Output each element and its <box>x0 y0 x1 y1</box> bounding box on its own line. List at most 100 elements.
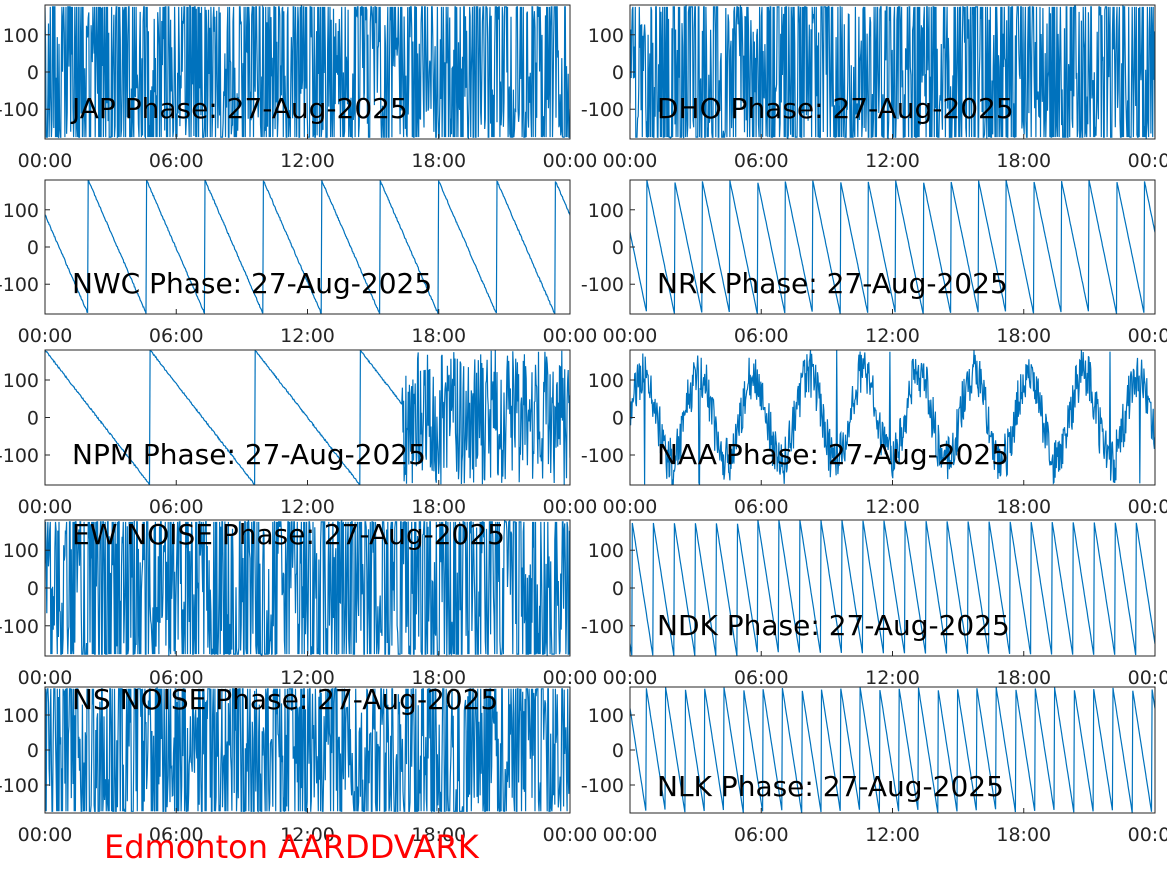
phase-panel-nwc: -100 0 100 00:00 06:00 12:00 18:00 00:00 NWC Pha… <box>0 179 598 347</box>
x-tick-label: 12:00 <box>865 824 920 846</box>
y-tick-label: 0 <box>612 578 624 600</box>
y-tick-label: 100 <box>588 540 624 562</box>
y-tick-label: 100 <box>588 200 624 222</box>
panel-title: NRK Phase: 27-Aug-2025 <box>657 267 1008 300</box>
x-tick-label: 00:00 <box>18 150 73 172</box>
x-tick-label: 12:00 <box>280 150 335 172</box>
y-tick-label: 100 <box>3 370 39 392</box>
panel-title: NS NOISE Phase: 27-Aug-2025 <box>72 683 498 716</box>
phase-series-line <box>630 520 1155 656</box>
phase-series-line <box>630 687 1155 813</box>
x-tick-label: 00:00 <box>603 824 658 846</box>
station-label: Edmonton AARDDVARK <box>104 828 479 866</box>
x-tick-label: 00:00 <box>603 150 658 172</box>
phase-panel-nlk: -100 0 100 00:00 06:00 12:00 18:00 00:00 NLK Pha… <box>581 686 1167 846</box>
panel-title: JAP Phase: 27-Aug-2025 <box>70 92 408 125</box>
x-tick-label: 12:00 <box>280 667 335 689</box>
y-tick-label: 0 <box>612 62 624 84</box>
x-tick-label: 06:00 <box>149 496 204 518</box>
x-tick-label: 06:00 <box>734 496 789 518</box>
phase-series-line <box>45 5 570 139</box>
y-tick-label: -100 <box>581 775 624 797</box>
x-tick-label: 12:00 <box>280 824 335 846</box>
panel-title: NWC Phase: 27-Aug-2025 <box>72 267 432 300</box>
x-tick-label: 18:00 <box>411 667 466 689</box>
y-tick-label: -100 <box>0 775 39 797</box>
y-tick-label: 0 <box>27 62 39 84</box>
y-tick-label: 0 <box>27 740 39 762</box>
y-tick-label: 100 <box>3 540 39 562</box>
phase-panel-ew: -100 0 100 00:00 06:00 12:00 18:00 00:00 EW NOIS… <box>0 518 597 689</box>
x-tick-label: 00:00 <box>603 496 658 518</box>
phase-panel-ndk: -100 0 100 00:00 06:00 12:00 18:00 00:00 NDK Pha… <box>581 519 1167 689</box>
y-tick-label: -100 <box>0 274 39 296</box>
x-tick-label: 00:00 <box>603 667 658 689</box>
x-tick-label: 00:00 <box>1128 496 1167 518</box>
x-tick-label: 18:00 <box>996 667 1051 689</box>
y-tick-label: 0 <box>27 578 39 600</box>
x-tick-label: 18:00 <box>996 824 1051 846</box>
phase-panel-naa: -100 0 100 00:00 06:00 12:00 18:00 00:00 NAA Pha… <box>581 349 1167 518</box>
panel-title: EW NOISE Phase: 27-Aug-2025 <box>72 518 505 551</box>
x-tick-label: 06:00 <box>149 150 204 172</box>
panel-title: NAA Phase: 27-Aug-2025 <box>657 438 1009 471</box>
x-tick-label: 00:00 <box>543 496 598 518</box>
x-tick-label: 00:00 <box>543 667 598 689</box>
y-tick-label: 100 <box>3 705 39 727</box>
y-tick-label: 100 <box>3 200 39 222</box>
x-tick-label: 12:00 <box>865 325 920 347</box>
phase-series-line <box>630 350 1155 485</box>
x-tick-label: 06:00 <box>149 667 204 689</box>
x-tick-label: 00:00 <box>18 667 73 689</box>
panel-title: DHO Phase: 27-Aug-2025 <box>657 92 1014 125</box>
x-tick-label: 12:00 <box>865 667 920 689</box>
x-tick-label: 12:00 <box>865 496 920 518</box>
phase-series-line <box>45 350 570 485</box>
x-tick-label: 00:00 <box>1128 325 1167 347</box>
panel-title: NDK Phase: 27-Aug-2025 <box>657 609 1010 642</box>
phase-series-line <box>45 180 570 314</box>
x-tick-label: 00:00 <box>1128 824 1167 846</box>
x-tick-label: 00:00 <box>543 150 598 172</box>
y-tick-label: 0 <box>27 237 39 259</box>
x-tick-label: 00:00 <box>543 824 598 846</box>
x-tick-label: 18:00 <box>411 824 466 846</box>
x-tick-label: 18:00 <box>996 496 1051 518</box>
x-tick-label: 00:00 <box>603 325 658 347</box>
y-tick-label: -100 <box>581 274 624 296</box>
y-tick-label: 0 <box>612 408 624 430</box>
x-tick-label: 18:00 <box>996 325 1051 347</box>
phase-series-line <box>630 180 1155 314</box>
x-tick-label: 00:00 <box>18 325 73 347</box>
phase-panel-nrk: -100 0 100 00:00 06:00 12:00 18:00 00:00 NRK Pha… <box>581 179 1167 347</box>
y-tick-label: -100 <box>581 445 624 467</box>
phase-panel-dho: -100 0 100 00:00 06:00 12:00 18:00 00:00 DHO Pha… <box>581 4 1167 172</box>
y-tick-label: -100 <box>0 616 39 638</box>
x-tick-label: 06:00 <box>734 150 789 172</box>
phase-panel-jap: -100 0 100 00:00 06:00 12:00 18:00 00:00 JAP Pha… <box>0 4 598 172</box>
x-tick-label: 12:00 <box>280 325 335 347</box>
x-tick-label: 06:00 <box>734 667 789 689</box>
panel-title: NLK Phase: 27-Aug-2025 <box>657 770 1004 803</box>
y-tick-label: -100 <box>581 99 624 121</box>
x-tick-label: 00:00 <box>18 496 73 518</box>
phase-series-line <box>630 5 1155 139</box>
x-tick-label: 18:00 <box>411 325 466 347</box>
phase-series-line <box>45 687 570 813</box>
y-tick-label: 100 <box>588 705 624 727</box>
x-tick-label: 12:00 <box>865 150 920 172</box>
phase-panel-ns: -100 0 100 00:00 06:00 12:00 18:00 00:00 NS NOIS… <box>0 683 597 846</box>
x-tick-label: 06:00 <box>149 325 204 347</box>
x-tick-label: 00:00 <box>1128 667 1167 689</box>
panel-title: NPM Phase: 27-Aug-2025 <box>72 438 426 471</box>
y-tick-label: 100 <box>588 370 624 392</box>
x-tick-label: 00:00 <box>1128 150 1167 172</box>
x-tick-label: 06:00 <box>734 824 789 846</box>
x-tick-label: 06:00 <box>734 325 789 347</box>
y-tick-label: -100 <box>0 445 39 467</box>
phase-panel-npm: -100 0 100 00:00 06:00 12:00 18:00 00:00 NPM Pha… <box>0 349 598 518</box>
y-tick-label: 0 <box>27 408 39 430</box>
x-tick-label: 00:00 <box>543 325 598 347</box>
y-tick-label: 0 <box>612 740 624 762</box>
